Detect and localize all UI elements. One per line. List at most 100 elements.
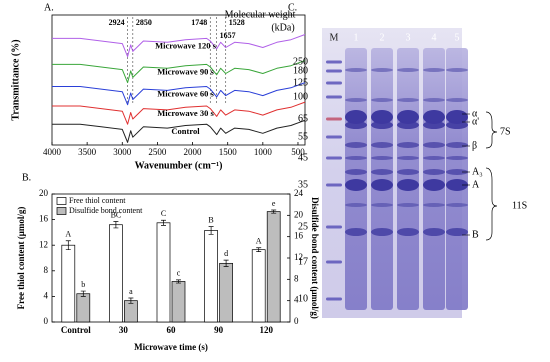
x-tick-label: 1000 xyxy=(254,147,273,157)
mw-label: 35 xyxy=(298,179,308,190)
legend-swatch xyxy=(56,207,67,215)
mw-label: 65 xyxy=(298,113,308,124)
marker-label: 1657 xyxy=(220,31,236,40)
error-bar xyxy=(113,221,119,229)
mw-label: 125 xyxy=(293,77,308,88)
bracket xyxy=(485,167,498,241)
plot-frame xyxy=(51,14,306,146)
protein-band xyxy=(345,228,367,236)
y2-tick-label: 20 xyxy=(294,209,304,219)
protein-band xyxy=(446,68,468,72)
protein-band xyxy=(397,179,419,191)
y2-tick-label: 24 xyxy=(294,188,304,198)
protein-band xyxy=(397,203,419,207)
band-label: β xyxy=(472,140,477,151)
protein-band xyxy=(423,203,445,207)
bar xyxy=(219,262,233,323)
protein-band xyxy=(371,142,393,148)
y-axis-title: Free thiol content (μmol/g) xyxy=(16,207,26,310)
mw-label: 10 xyxy=(298,293,308,304)
band-label: A xyxy=(472,179,480,190)
protein-band xyxy=(397,121,419,129)
protein-band xyxy=(345,110,367,124)
y-tick-label: 12 xyxy=(39,239,48,249)
lane-label: 5 xyxy=(455,32,460,43)
protein-band xyxy=(423,68,445,72)
protein-band xyxy=(423,179,445,191)
marker-label: 2850 xyxy=(136,18,152,27)
series-label: Control xyxy=(171,126,200,136)
mw-label: 100 xyxy=(293,91,308,102)
group-label: 11S xyxy=(512,200,527,211)
x-tick-label: 3000 xyxy=(113,147,132,157)
bar xyxy=(76,293,91,323)
protein-band xyxy=(397,142,419,148)
protein-band xyxy=(345,179,367,191)
protein-band xyxy=(423,169,445,175)
protein-band xyxy=(397,169,419,175)
bar xyxy=(251,249,266,323)
series-label: Microwave 60 s xyxy=(157,88,214,98)
x-tick-label: Control xyxy=(61,325,91,335)
series-line xyxy=(52,60,306,84)
marker-band xyxy=(326,60,342,64)
x-tick-label: 500 xyxy=(291,147,305,157)
y2-tick-label: 12 xyxy=(294,252,303,262)
y-tick-label: 8 xyxy=(44,265,49,275)
lane-label: 2 xyxy=(380,32,385,43)
error-bar xyxy=(223,259,229,267)
x-tick-label: 60 xyxy=(167,325,177,335)
series-line xyxy=(52,34,306,58)
bar xyxy=(204,230,218,323)
protein-band xyxy=(397,98,419,102)
mw-label: 17 xyxy=(298,256,308,267)
protein-band xyxy=(345,68,367,72)
protein-band xyxy=(446,110,468,124)
y2-tick-label: 8 xyxy=(294,273,299,283)
protein-band xyxy=(446,98,468,102)
x-tick-label: 1500 xyxy=(219,147,238,157)
series-line xyxy=(52,119,306,143)
protein-band xyxy=(371,203,393,207)
legend-swatch xyxy=(56,197,67,205)
protein-band xyxy=(397,156,419,160)
protein-band xyxy=(446,203,468,207)
bar xyxy=(61,244,76,323)
x-tick-label: 90 xyxy=(214,325,224,335)
marker-label: 1528 xyxy=(229,18,245,27)
significance-label: b xyxy=(81,280,85,289)
significance-label: BC xyxy=(111,210,122,219)
protein-band xyxy=(371,110,393,124)
x-tick-label: 120 xyxy=(259,325,273,335)
significance-label: A xyxy=(65,230,71,239)
x-tick-label: 30 xyxy=(119,325,129,335)
error-bar xyxy=(80,290,86,297)
x-axis-title: Wavenumber (cm⁻¹) xyxy=(135,160,223,171)
marker-band xyxy=(326,297,342,301)
panel-label: B. xyxy=(22,172,31,183)
protein-band xyxy=(446,179,468,191)
bar xyxy=(109,224,123,323)
group-label: 7S xyxy=(500,126,511,137)
legend-label: Free thiol content xyxy=(69,196,126,205)
gel-unit: (kDa) xyxy=(271,22,294,33)
significance-label: e xyxy=(272,199,276,208)
protein-band xyxy=(397,228,419,236)
bar xyxy=(156,222,171,323)
band-label: A₃ xyxy=(472,166,483,177)
y2-axis-title: Disulfide bond content (μmol/g) xyxy=(310,197,320,319)
protein-band xyxy=(423,228,445,236)
protein-band xyxy=(423,110,445,124)
legend-label: Disulfide bond content xyxy=(69,206,143,215)
series-label: Microwave 30 s xyxy=(157,108,214,118)
panel-label: C. xyxy=(288,2,297,13)
significance-label: C xyxy=(161,209,166,218)
lane-label: 4 xyxy=(432,32,437,43)
significance-label: B xyxy=(208,215,213,224)
error-bar xyxy=(271,209,277,214)
protein-band xyxy=(446,142,468,148)
mw-label: 45 xyxy=(298,152,308,163)
protein-band xyxy=(446,169,468,175)
bar xyxy=(124,300,138,323)
error-bar xyxy=(128,297,134,304)
